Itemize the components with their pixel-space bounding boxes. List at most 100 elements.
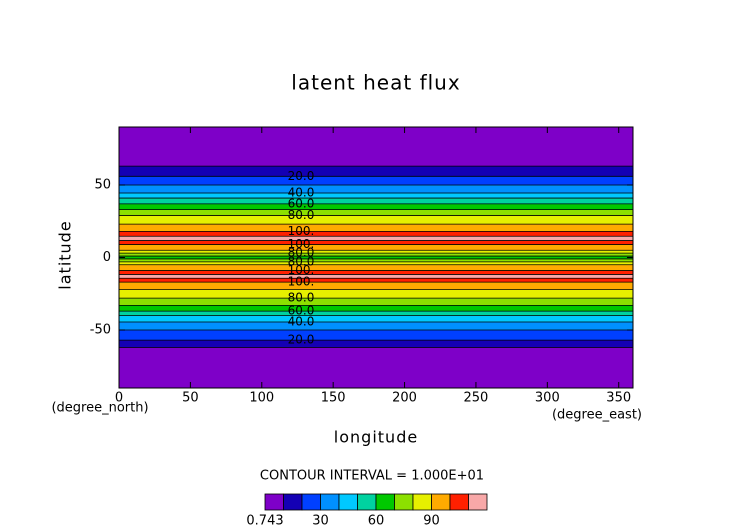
band xyxy=(119,330,633,341)
band-segment xyxy=(119,224,633,232)
colorbar-box xyxy=(320,493,340,511)
band-segment xyxy=(119,276,633,283)
band xyxy=(119,298,633,306)
band xyxy=(119,260,633,263)
band xyxy=(119,224,633,232)
x-tick-label: 100 xyxy=(249,391,274,406)
band-segment xyxy=(119,238,633,245)
band-segment xyxy=(119,176,633,186)
band-segment xyxy=(119,315,633,323)
band-segment xyxy=(119,311,633,316)
contour-label: 60.0 xyxy=(288,196,315,210)
band xyxy=(119,278,633,283)
band-segment xyxy=(119,209,633,216)
band xyxy=(119,322,633,331)
y-tick-label: -50 xyxy=(90,323,111,338)
colorbar-label: 30 xyxy=(312,514,329,529)
band xyxy=(119,289,633,299)
contour-label: 40.0 xyxy=(288,185,315,199)
band-segment xyxy=(119,244,633,251)
colorbar-box xyxy=(412,493,432,511)
band xyxy=(119,340,633,348)
band-segment xyxy=(119,257,633,261)
band-segment xyxy=(119,192,633,199)
band-segment xyxy=(119,198,633,205)
band xyxy=(119,270,633,275)
contour-label: 100. xyxy=(288,237,315,251)
band xyxy=(119,231,633,237)
x-tick-label: 250 xyxy=(464,391,489,406)
band xyxy=(119,282,633,290)
contour-label: 100. xyxy=(288,224,315,238)
band-segment xyxy=(119,330,633,341)
contour-label: 80.0 xyxy=(288,246,315,260)
band xyxy=(119,256,633,258)
colorbar-label: 90 xyxy=(423,514,440,529)
band-segment xyxy=(119,282,633,290)
band xyxy=(119,192,633,199)
band-segment xyxy=(119,264,633,271)
x-tick-label: 150 xyxy=(321,391,346,406)
band xyxy=(119,244,633,251)
y-axis-label: latitude xyxy=(56,220,75,289)
band xyxy=(119,215,633,225)
band xyxy=(119,240,633,245)
band xyxy=(119,253,633,255)
band xyxy=(119,261,633,266)
band xyxy=(119,259,633,261)
band xyxy=(119,203,633,210)
x-units: (degree_east) xyxy=(552,408,642,423)
band xyxy=(119,209,633,216)
band xyxy=(119,274,633,277)
band xyxy=(119,276,633,279)
x-axis-label: longitude xyxy=(334,428,418,447)
band xyxy=(119,148,633,167)
band-segment xyxy=(119,322,633,331)
colorbar-box xyxy=(264,493,284,511)
x-tick-label: 50 xyxy=(182,391,199,406)
contour-label: 40.0 xyxy=(288,315,315,329)
band-segment xyxy=(119,148,633,167)
contour-label: 100. xyxy=(288,275,315,289)
contour-label: 20.0 xyxy=(288,169,315,183)
band xyxy=(119,315,633,323)
x-tick-label: 200 xyxy=(392,391,417,406)
band-segment xyxy=(119,127,633,150)
colorbar-box xyxy=(394,493,414,511)
band-segment xyxy=(119,298,633,306)
band xyxy=(119,250,633,254)
band-segment xyxy=(119,340,633,348)
band-segment xyxy=(119,185,633,194)
band xyxy=(119,254,633,257)
y-tick-label: 50 xyxy=(94,178,111,193)
band-segment xyxy=(119,250,633,255)
x-tick-label: 0 xyxy=(115,391,123,406)
band xyxy=(119,347,633,360)
y-units: (degree_north) xyxy=(51,401,148,416)
band-segment xyxy=(119,254,633,258)
band xyxy=(119,185,633,194)
band xyxy=(119,176,633,186)
contour-label: 80.0 xyxy=(288,291,315,305)
band-segment xyxy=(119,166,633,177)
x-tick-label: 300 xyxy=(535,391,560,406)
contour-label: 80.0 xyxy=(288,208,315,222)
band xyxy=(119,305,633,312)
y-tick-label: 0 xyxy=(103,250,111,265)
chart-title: latent heat flux xyxy=(291,71,460,95)
band-segment xyxy=(119,289,633,299)
colorbar-box xyxy=(338,493,358,511)
band xyxy=(119,311,633,316)
band-segment xyxy=(119,270,633,277)
colorbar-label: 60 xyxy=(368,514,385,529)
contour-interval: CONTOUR INTERVAL = 1.000E+01 xyxy=(260,469,484,484)
band xyxy=(119,127,633,150)
contour-label: 100. xyxy=(288,263,315,277)
colorbar-label: 0.743 xyxy=(246,514,283,529)
band-segment xyxy=(119,305,633,312)
colorbar-box xyxy=(449,493,469,511)
band xyxy=(119,257,633,260)
x-tick-label: 350 xyxy=(606,391,631,406)
band xyxy=(119,264,633,271)
